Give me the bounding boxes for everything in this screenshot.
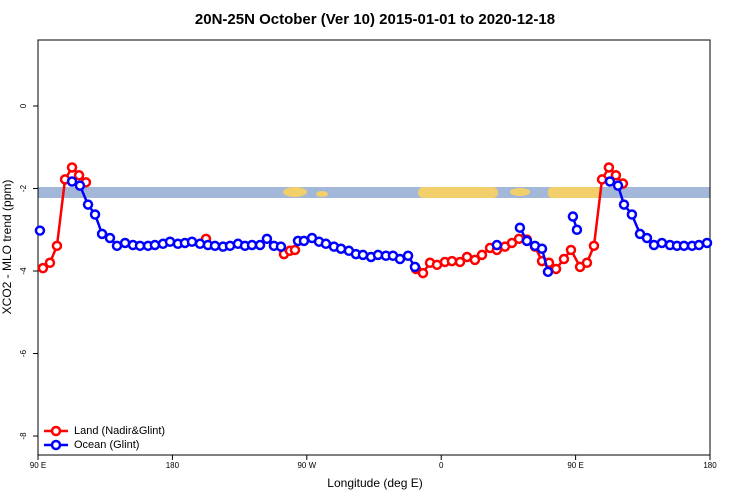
data-point: [581, 257, 593, 269]
data-point: [476, 249, 488, 261]
x-tick-label: 180: [166, 461, 180, 470]
data-point: [37, 262, 49, 274]
data-point: [693, 239, 705, 251]
y-tick-label: -4: [19, 267, 28, 275]
data-point: [542, 266, 554, 278]
data-point: [34, 225, 46, 236]
data-point: [66, 162, 78, 173]
data-point: [394, 253, 406, 265]
x-tick-label: 90 E: [567, 461, 583, 470]
data-point: [571, 224, 583, 236]
data-point: [536, 243, 548, 254]
x-tick-label: 90 W: [297, 461, 316, 470]
data-point: [656, 237, 668, 249]
x-axis-label: Longitude (deg E): [327, 476, 422, 490]
y-tick-label: 0: [19, 103, 28, 108]
chart-title: 20N-25N October (Ver 10) 2015-01-01 to 2…: [195, 11, 555, 28]
data-point: [514, 222, 526, 233]
data-point: [298, 235, 310, 247]
data-point: [209, 240, 221, 252]
data-point: [320, 238, 332, 250]
data-point: [357, 249, 369, 261]
data-point: [454, 256, 466, 268]
data-point: [186, 236, 198, 247]
data-point: [275, 241, 287, 252]
legend-marker: [50, 439, 62, 451]
y-tick-label: -2: [19, 184, 28, 192]
x-tick-label: 0: [439, 461, 444, 470]
data-point: [550, 263, 562, 275]
data-point: [626, 209, 638, 220]
data-point: [289, 244, 301, 256]
data-point: [89, 209, 101, 220]
data-point: [149, 239, 161, 251]
data-point: [641, 232, 653, 244]
plot-frame: [37, 39, 711, 456]
data-point: [409, 261, 421, 273]
data-point: [565, 244, 577, 256]
data-point: [446, 255, 458, 267]
data-point: [44, 257, 56, 269]
data-point: [604, 176, 616, 187]
data-point: [134, 240, 146, 252]
data-point: [73, 170, 85, 181]
data-point: [612, 180, 624, 191]
data-point: [491, 239, 503, 251]
y-tick-label: -6: [19, 349, 28, 357]
data-point: [603, 162, 615, 173]
data-point: [469, 254, 481, 266]
data-point: [104, 232, 116, 244]
legend-label: Ocean (Glint): [74, 439, 139, 451]
data-point: [521, 235, 533, 247]
data-point: [678, 240, 690, 252]
data-point: [618, 199, 630, 210]
x-tick-label: 90 E: [30, 461, 46, 470]
legend-label: Land (Nadir&Glint): [74, 425, 165, 437]
data-point: [96, 228, 108, 240]
data-point: [610, 170, 622, 181]
y-axis-label: XCO2 - MLO trend (ppm): [0, 180, 14, 315]
map-strip: [38, 187, 710, 198]
data-point: [111, 240, 123, 252]
data-point: [254, 239, 266, 251]
data-point: [701, 237, 713, 249]
series-line: [42, 165, 624, 275]
data-point: [194, 238, 206, 250]
data-point: [588, 240, 600, 252]
data-point: [74, 180, 86, 191]
data-point: [261, 233, 273, 245]
data-point: [567, 211, 579, 222]
legend-marker: [50, 425, 62, 437]
data-point: [558, 253, 570, 265]
data-point: [417, 267, 429, 279]
data-point: [246, 239, 258, 251]
data-point: [402, 250, 414, 262]
data-point: [66, 176, 78, 187]
data-point: [82, 199, 94, 210]
y-tick-label: -8: [19, 432, 28, 440]
data-point: [51, 240, 63, 252]
x-tick-label: 180: [703, 461, 717, 470]
